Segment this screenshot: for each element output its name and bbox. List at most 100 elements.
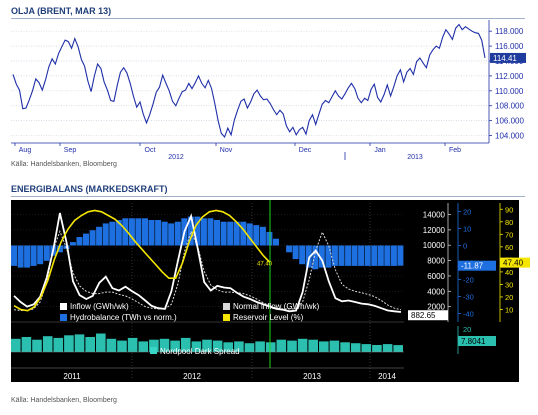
hydrobalance-bar <box>11 245 17 266</box>
hydrobalance-bar <box>115 220 122 246</box>
dark-spread-bar <box>223 342 233 352</box>
hydrobalance-bar <box>299 245 306 265</box>
reservoir-axis-label: 70 <box>505 230 513 239</box>
hydrobalance-bar <box>17 245 24 268</box>
dark-spread-bar <box>191 341 202 352</box>
hydrobalance-bar <box>351 245 358 266</box>
dark-spread-bar <box>117 340 127 352</box>
hydrobalance-bar <box>37 245 44 265</box>
oil-y-tick-label: 104.000 <box>495 132 524 141</box>
hydrobalance-bar <box>364 245 371 266</box>
dark-spread-bar <box>127 337 138 352</box>
hydrobalance-bar <box>266 231 273 246</box>
hydrobalance-bar <box>109 221 116 246</box>
energy-value-labels: 882.65 -11.87 47.40 7.8041 47.40 <box>257 257 530 346</box>
legend-swatch <box>60 303 67 310</box>
dark-spread-bar <box>297 338 308 352</box>
value-label: 47.40 <box>503 259 524 268</box>
dark-spread-bar <box>382 344 393 352</box>
oil-x-tick-label: Jan <box>374 147 385 154</box>
hydrobalance-bar <box>331 245 338 266</box>
oil-x-tick-label: Dec <box>299 147 312 154</box>
hydrobalance-bar <box>174 221 181 246</box>
oil-x-tick-label: Nov <box>220 147 233 154</box>
dark-spread-bar <box>265 342 276 352</box>
hydrobalance-bar <box>135 218 142 246</box>
hydrobalance-bar <box>43 245 50 261</box>
hydrobalance-axis-label: -40 <box>463 310 474 319</box>
inflow-axis-label: 10000 <box>423 241 446 250</box>
oil-x-tick-label: Feb <box>449 147 461 154</box>
hydrobalance-bar <box>69 242 76 246</box>
legend-swatch <box>223 303 230 310</box>
dark-spread-bar <box>319 341 329 352</box>
oil-chart-title: OLJA (BRENT, MAR 13) <box>11 6 112 16</box>
hydrobalance-bar <box>76 237 83 246</box>
dark-spread-bar <box>149 339 159 352</box>
oil-year-label: 2012 <box>168 154 184 160</box>
hydrobalance-bar <box>318 245 325 268</box>
hydrobalance-bar <box>220 221 227 246</box>
hydrobalance-bar <box>96 226 103 246</box>
legend-label: Inflow (GWh/wk) <box>70 302 129 311</box>
legend-swatch <box>150 347 157 354</box>
reservoir-axis-label: 10 <box>505 305 513 314</box>
oil-last-value-label: 114.41 <box>493 54 517 63</box>
value-label-box <box>500 257 530 268</box>
energy-legend: Inflow (GWh/wk) Normal inflow (GWh/wk) Hyd… <box>60 302 320 356</box>
value-label-box <box>408 310 448 321</box>
energy-chart-source: Källa: Handelsbanken, Bloomberg <box>11 397 117 404</box>
dark-spread-bar <box>180 337 191 352</box>
dark-spread-bar <box>361 344 372 352</box>
hydrobalance-bar <box>142 218 148 246</box>
oil-gridlines <box>11 30 489 136</box>
hydrobalance-axis-label: -20 <box>463 276 474 285</box>
hydrobalance-bar <box>161 221 168 246</box>
oil-x-tick-label: Oct <box>145 147 156 154</box>
energy-x-tick-label: 2011 <box>63 372 81 381</box>
inflow-axis-label: 14000 <box>423 211 446 220</box>
energy-x-tick-label: 2014 <box>378 372 396 381</box>
dark-spread-bar <box>64 335 74 352</box>
dark-spread-bar <box>308 339 318 352</box>
hydrobalance-bar <box>292 245 299 260</box>
inflow-axis-label: 4000 <box>427 287 445 296</box>
hydrobalance-bar <box>89 230 96 246</box>
hydrobalance-bar <box>397 245 404 266</box>
dark-spread-bar <box>234 341 244 352</box>
value-label: -11.87 <box>461 262 484 271</box>
dark-spread-bar <box>287 340 297 352</box>
dark-spread-bar <box>202 339 212 352</box>
oil-y-tick-label: 110.000 <box>495 87 524 96</box>
oil-x-tick-label: Sep <box>64 147 77 154</box>
value-label: 882.65 <box>411 311 436 320</box>
hydrobalance-bar <box>377 245 384 266</box>
reservoir-axis-label: 20 <box>505 293 513 302</box>
hydrobalance-bar <box>338 245 345 266</box>
hydrobalance-axis-label: 10 <box>463 225 471 234</box>
hydrobalance-bar <box>194 216 201 246</box>
inflow-axis-label: 6000 <box>427 272 445 281</box>
energy-chart: 2000 4000 6000 8000 10000 12000 14000 -40 -30 -20… <box>11 200 530 382</box>
oil-y-tick-label: 116.000 <box>495 42 524 51</box>
title-rule-2 <box>11 196 525 197</box>
energy-x-tick-label: 2013 <box>303 372 321 381</box>
legend-swatch <box>60 314 67 321</box>
hydrobalance-bar <box>371 245 378 266</box>
dark-spread-bar <box>96 333 106 352</box>
oil-last-value-marker: 114.41 <box>490 52 526 63</box>
hydrobalance-axis-label: 0 <box>463 242 467 251</box>
hydrobalance-bar <box>246 223 253 246</box>
dark-spread-bar <box>159 338 170 352</box>
dark-spread-bar <box>138 341 149 352</box>
legend-swatch <box>223 314 230 321</box>
hydrobalance-bar <box>30 245 37 266</box>
oil-x-tick-label: Aug <box>19 147 32 154</box>
hydrobalance-bar <box>384 245 391 266</box>
dark-spread-bar <box>32 339 42 352</box>
dark-spread-bar <box>212 340 223 352</box>
hydrobalance-bar <box>312 245 319 270</box>
hydrobalance-axis-label: -30 <box>463 293 474 302</box>
dark-spread-bar <box>53 337 64 352</box>
dark-spread-bar <box>106 338 117 352</box>
